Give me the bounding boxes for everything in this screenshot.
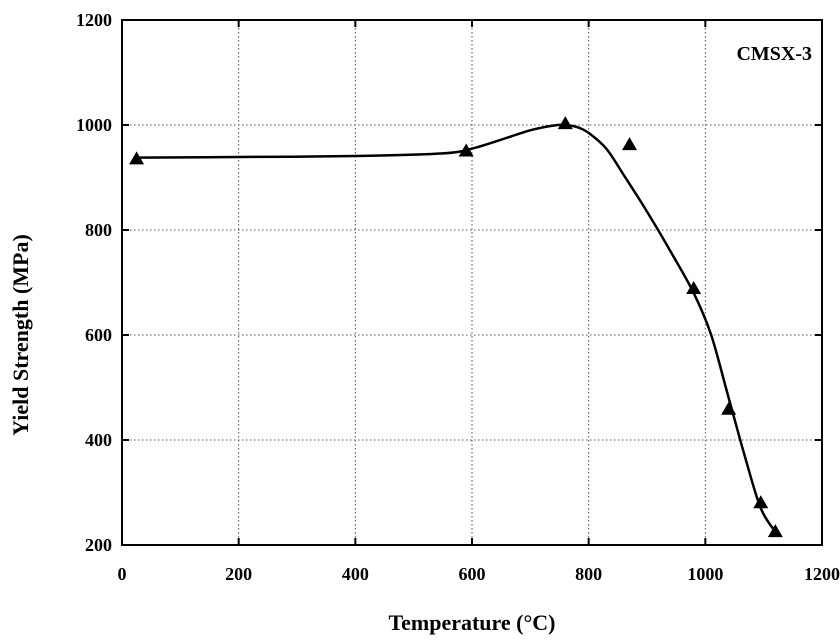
plot-frame bbox=[121, 19, 823, 546]
data-point-marker bbox=[753, 495, 769, 509]
data-point-marker bbox=[721, 401, 737, 415]
x-tick-label: 1200 bbox=[804, 564, 840, 584]
gridlines bbox=[122, 20, 822, 545]
x-tick-label: 200 bbox=[225, 564, 252, 584]
x-tick-label: 800 bbox=[575, 564, 602, 584]
y-tick-label: 200 bbox=[85, 535, 112, 555]
x-tick-label: 1000 bbox=[687, 564, 723, 584]
data-point-marker bbox=[458, 143, 474, 157]
series-annotation: CMSX-3 bbox=[736, 43, 812, 65]
data-point-marker bbox=[686, 281, 702, 294]
y-axis-title: Yield Strength (MPa) bbox=[8, 234, 33, 436]
data-point-marker bbox=[557, 116, 573, 130]
fit-curve-line bbox=[136, 123, 777, 533]
x-axis-title: Temperature (°C) bbox=[388, 610, 555, 635]
axis-ticks bbox=[121, 19, 823, 546]
y-tick-label: 1000 bbox=[76, 115, 112, 135]
x-tick-label: 400 bbox=[342, 564, 369, 584]
data-point-marker bbox=[767, 524, 783, 538]
x-tick-label: 0 bbox=[118, 564, 127, 584]
x-tick-label: 600 bbox=[459, 564, 486, 584]
x-tick-labels: 0 200 400 600 800 1000 1200 bbox=[118, 564, 840, 584]
data-point-marker bbox=[129, 151, 145, 165]
y-tick-label: 600 bbox=[85, 325, 112, 345]
data-markers bbox=[129, 116, 783, 538]
y-tick-label: 800 bbox=[85, 220, 112, 240]
y-tick-label: 400 bbox=[85, 430, 112, 450]
y-tick-label: 1200 bbox=[76, 10, 112, 30]
data-point-marker bbox=[622, 137, 637, 151]
y-tick-labels: 200 400 600 800 1000 1200 bbox=[76, 10, 112, 555]
